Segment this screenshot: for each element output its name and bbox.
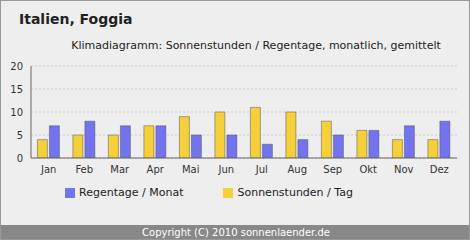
html-text:Sonnenstunden / Tag: Sonnenstunden / Tag: [237, 186, 353, 199]
svg-text:20: 20: [10, 61, 23, 72]
svg-text:Aug: Aug: [287, 164, 307, 175]
html-text:Copyright (C) 2010 sonnenlaend: Copyright (C) 2010 sonnenlaender.de: [142, 227, 330, 238]
svg-text:Dez: Dez: [430, 164, 449, 175]
svg-text:Mar: Mar: [110, 164, 130, 175]
svg-text:10: 10: [10, 107, 23, 118]
svg-text:15: 15: [10, 84, 23, 95]
svg-text:Apr: Apr: [147, 164, 165, 175]
svg-text:5: 5: [17, 130, 23, 141]
svg-text:0: 0: [17, 153, 23, 164]
svg-text:Mai: Mai: [182, 164, 200, 175]
svg-text:Okt: Okt: [359, 164, 377, 175]
svg-text:Sep: Sep: [323, 164, 342, 175]
svg-text:Jun: Jun: [217, 164, 234, 175]
svg-text:Jul: Jul: [255, 164, 268, 175]
html-text:Klimadiagramm: Sonnenstunden /: Klimadiagramm: Sonnenstunden / Regentage…: [71, 39, 441, 52]
svg-text:Nov: Nov: [394, 164, 414, 175]
svg-text:Feb: Feb: [75, 164, 93, 175]
html-text:Regentage / Monat: Regentage / Monat: [79, 186, 184, 199]
html-text:Italien, Foggia: Italien, Foggia: [19, 11, 133, 27]
svg-text:Jan: Jan: [40, 164, 56, 175]
